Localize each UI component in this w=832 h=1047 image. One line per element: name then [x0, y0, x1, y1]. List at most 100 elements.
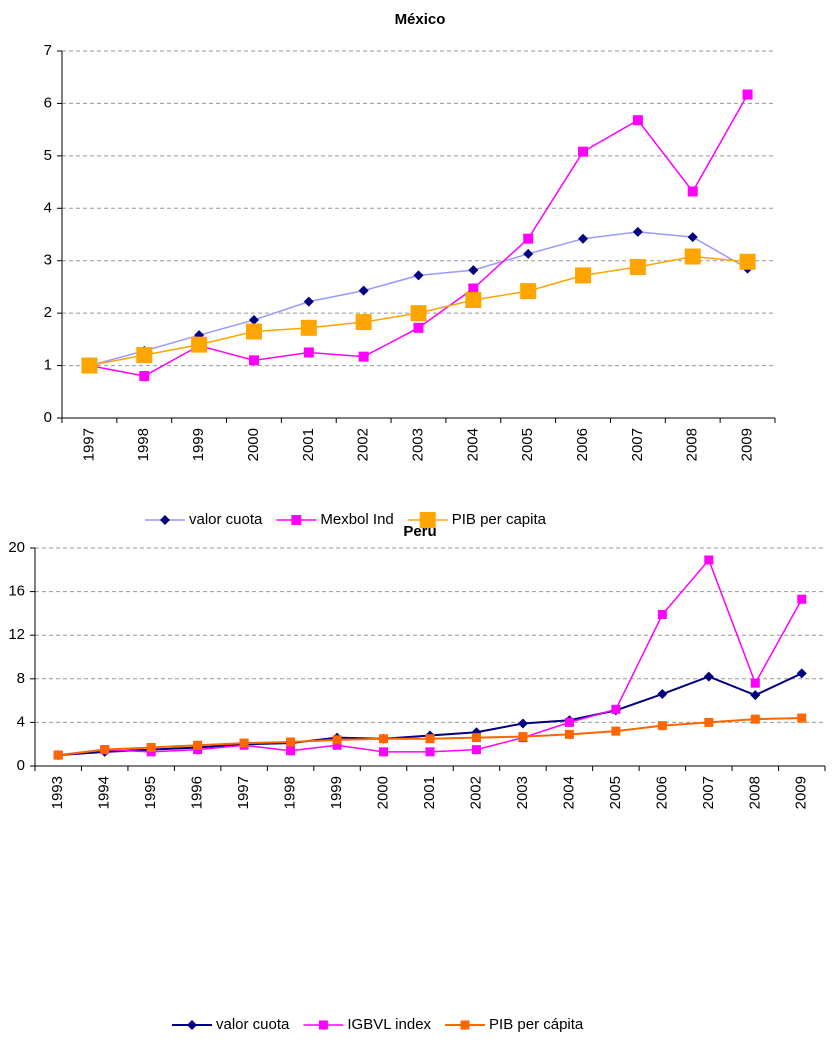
- marker: [413, 270, 424, 281]
- y-tick-label: 0: [44, 409, 52, 426]
- series-line: [58, 558, 803, 756]
- marker: [136, 347, 153, 364]
- x-tick-label: 1999: [328, 776, 345, 809]
- legend-label: valor cuota: [216, 1016, 290, 1033]
- marker: [139, 371, 150, 382]
- y-tick-label: 20: [8, 539, 25, 556]
- marker: [520, 283, 537, 300]
- marker: [657, 721, 667, 731]
- marker: [245, 323, 262, 340]
- marker: [332, 735, 342, 745]
- marker: [239, 738, 249, 748]
- x-tick-label: 1994: [96, 776, 113, 809]
- legend-label: PIB per capita: [452, 511, 547, 528]
- y-tick-label: 1: [44, 357, 52, 374]
- marker: [704, 555, 714, 565]
- marker: [611, 726, 621, 736]
- marker: [578, 146, 589, 157]
- marker: [303, 296, 314, 307]
- marker: [146, 742, 156, 752]
- marker: [193, 740, 203, 750]
- x-tick-label: 2006: [653, 776, 670, 809]
- x-tick-label: 2009: [793, 776, 810, 809]
- x-tick-label: 2001: [421, 776, 438, 809]
- x-tick-label: 2000: [245, 428, 262, 461]
- marker: [471, 733, 481, 743]
- y-tick-label: 0: [17, 757, 25, 774]
- marker: [303, 347, 314, 358]
- marker: [703, 671, 714, 682]
- x-tick-label: 2006: [574, 428, 591, 461]
- marker: [797, 594, 807, 604]
- marker: [657, 609, 667, 619]
- marker: [687, 186, 698, 197]
- marker: [425, 747, 435, 757]
- marker: [471, 745, 481, 755]
- legend-marker: [419, 512, 436, 528]
- marker: [358, 351, 369, 362]
- marker: [657, 689, 668, 700]
- legend-marker: [318, 1020, 328, 1030]
- marker: [248, 355, 259, 366]
- marker: [358, 285, 369, 296]
- marker: [564, 729, 574, 739]
- marker: [704, 717, 714, 727]
- marker: [517, 718, 528, 729]
- marker: [379, 747, 389, 757]
- marker: [750, 678, 760, 688]
- chart-title: México: [395, 11, 446, 28]
- x-tick-label: 2005: [607, 776, 624, 809]
- x-tick-label: 1996: [189, 776, 206, 809]
- marker: [410, 305, 427, 322]
- x-tick-label: 2004: [560, 776, 577, 809]
- marker: [100, 745, 110, 755]
- marker: [632, 226, 643, 237]
- x-tick-label: 2002: [355, 428, 372, 461]
- marker: [739, 253, 756, 270]
- x-tick-label: 2004: [464, 428, 481, 461]
- legend-label: valor cuota: [189, 511, 263, 528]
- x-tick-label: 2002: [467, 776, 484, 809]
- legend-label: Mexbol Ind: [320, 511, 393, 528]
- x-tick-label: 2000: [374, 776, 391, 809]
- legend-marker: [160, 515, 170, 525]
- legend-marker: [187, 1020, 197, 1030]
- y-tick-label: 2: [44, 304, 52, 321]
- x-tick-label: 2007: [629, 428, 646, 461]
- marker: [425, 734, 435, 744]
- marker: [518, 732, 528, 742]
- series-line: [89, 94, 749, 377]
- marker: [632, 115, 643, 126]
- marker: [687, 232, 698, 243]
- marker: [575, 267, 592, 284]
- marker: [248, 314, 259, 325]
- marker: [468, 283, 479, 294]
- legend-marker: [291, 515, 302, 525]
- y-tick-label: 7: [44, 42, 52, 59]
- y-tick-label: 3: [44, 252, 52, 269]
- x-tick-label: 1998: [282, 776, 299, 809]
- marker: [53, 750, 63, 760]
- x-tick-label: 2007: [700, 776, 717, 809]
- x-tick-label: 2005: [519, 428, 536, 461]
- marker: [750, 690, 761, 701]
- y-tick-label: 5: [44, 147, 52, 164]
- marker: [413, 322, 424, 333]
- x-tick-label: 2008: [684, 428, 701, 461]
- y-tick-label: 8: [17, 670, 25, 687]
- marker: [564, 717, 574, 727]
- marker: [684, 248, 701, 265]
- marker: [796, 668, 807, 679]
- x-tick-label: 1993: [49, 776, 66, 809]
- marker: [465, 292, 482, 309]
- marker: [750, 714, 760, 724]
- marker: [191, 336, 208, 353]
- marker: [742, 89, 753, 100]
- x-tick-label: 1997: [235, 776, 252, 809]
- marker: [468, 265, 479, 276]
- y-tick-label: 4: [44, 199, 52, 216]
- marker: [355, 314, 372, 331]
- marker: [523, 233, 534, 244]
- y-tick-label: 6: [44, 94, 52, 111]
